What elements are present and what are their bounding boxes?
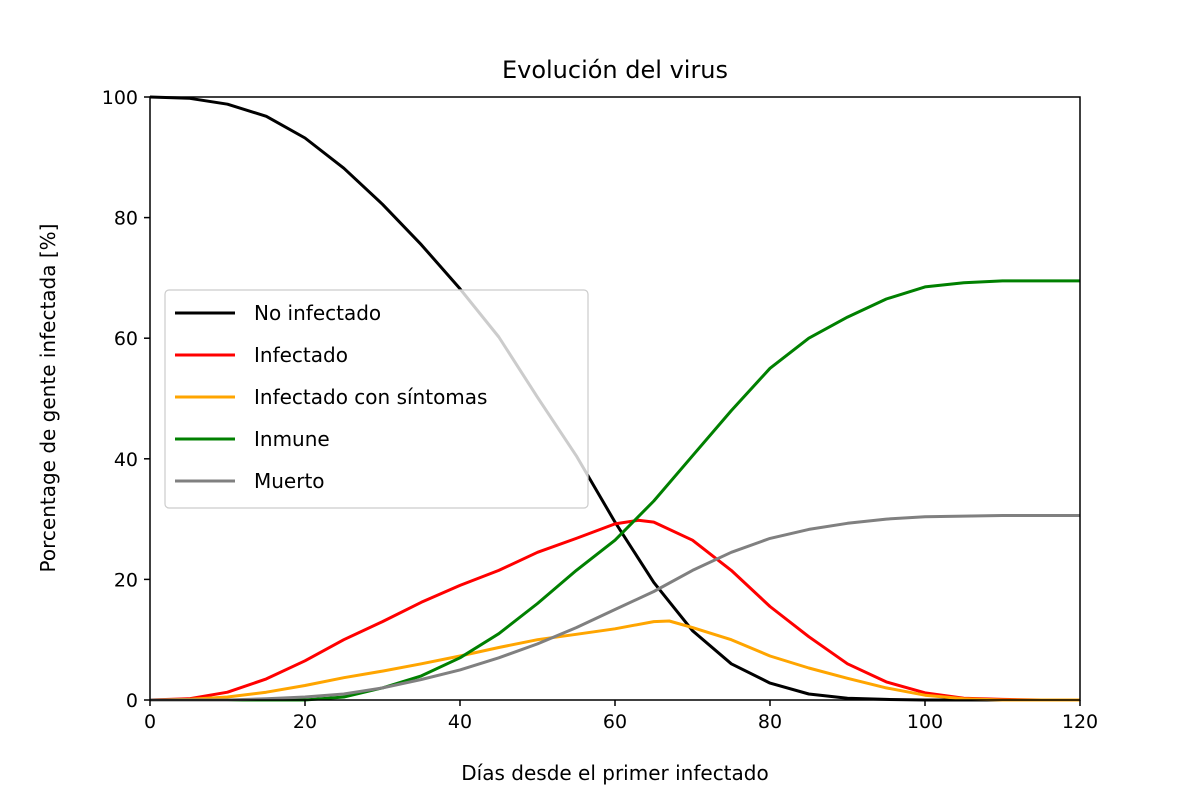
x-axis: 0 20 40 60 80 100 120 <box>144 700 1098 733</box>
y-tick-label: 40 <box>114 449 138 471</box>
legend-label-infectado: Infectado <box>254 343 348 367</box>
y-tick-label: 60 <box>114 328 138 350</box>
x-axis-label: Días desde el primer infectado <box>461 761 768 785</box>
x-tick-label: 0 <box>144 711 156 733</box>
x-tick-label: 20 <box>293 711 317 733</box>
series-line-muerto <box>150 514 1080 702</box>
x-tick-label: 100 <box>907 711 943 733</box>
y-axis: 0 20 40 60 80 100 <box>102 87 150 712</box>
y-tick-label: 80 <box>114 208 138 230</box>
series-line-infectado <box>149 518 1080 702</box>
legend-box <box>164 289 589 509</box>
chart-title: Evolución del virus <box>502 56 728 84</box>
x-tick-label: 40 <box>448 711 472 733</box>
x-tick-label: 80 <box>758 711 782 733</box>
y-tick-label: 100 <box>102 87 138 109</box>
y-axis-label: Porcentage de gente infectada [%] <box>36 224 60 573</box>
legend-label-inmune: Inmune <box>254 427 330 451</box>
legend-label-no-infectado: No infectado <box>254 301 381 325</box>
y-tick-label: 0 <box>126 690 138 712</box>
legend: No infectado Infectado Infectado con sínto… <box>164 289 589 509</box>
y-tick-label: 20 <box>114 569 138 591</box>
series-line-infectado-con-sintomas <box>149 619 1080 702</box>
x-tick-label: 120 <box>1062 711 1098 733</box>
x-tick-label: 60 <box>603 711 627 733</box>
legend-label-muerto: Muerto <box>254 469 325 493</box>
legend-label-infectado-con-sintomas: Infectado con síntomas <box>254 385 487 409</box>
